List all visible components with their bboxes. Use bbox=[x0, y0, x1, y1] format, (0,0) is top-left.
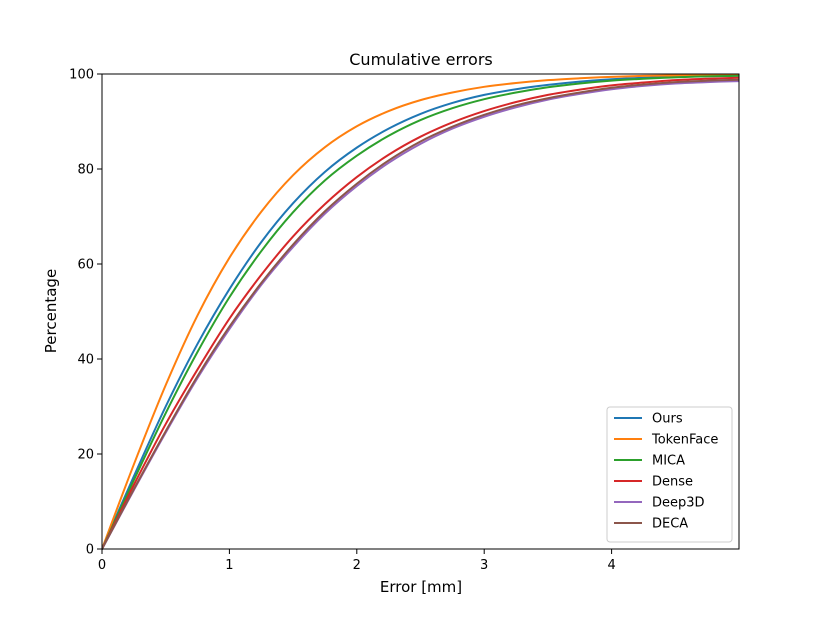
series-line-mica bbox=[102, 74, 739, 550]
x-tick-label: 1 bbox=[225, 558, 233, 573]
x-tick-label: 4 bbox=[607, 558, 615, 573]
legend-label-tokenface: TokenFace bbox=[651, 433, 718, 448]
y-axis-label: Percentage bbox=[42, 269, 60, 353]
y-tick-label: 100 bbox=[69, 68, 94, 83]
y-tick-label: 80 bbox=[77, 163, 94, 178]
legend-label-dense: Dense bbox=[652, 475, 693, 490]
legend-label-deca: DECA bbox=[652, 517, 688, 532]
legend-box bbox=[606, 406, 733, 543]
y-tick-label: 0 bbox=[86, 543, 94, 558]
y-tick-label: 40 bbox=[77, 353, 94, 368]
series-layer bbox=[102, 73, 739, 550]
x-tick-label: 0 bbox=[98, 558, 106, 573]
chart-title: Cumulative errors bbox=[349, 50, 492, 69]
y-axis-ticks: 0 20 40 60 80 100 bbox=[69, 68, 102, 558]
series-line-tokenface bbox=[102, 73, 739, 550]
legend-label-deep3d: Deep3D bbox=[652, 496, 705, 511]
series-line-deep3d bbox=[102, 80, 739, 550]
series-line-deca bbox=[102, 78, 739, 550]
plot-frame bbox=[101, 73, 740, 550]
series-line-ours bbox=[102, 74, 739, 550]
y-tick-label: 60 bbox=[77, 258, 94, 273]
series-line-dense bbox=[102, 76, 739, 550]
x-tick-label: 2 bbox=[353, 558, 361, 573]
legend-label-mica: MICA bbox=[652, 454, 685, 469]
x-axis-ticks: 0 1 2 3 4 bbox=[98, 549, 616, 573]
legend-label-ours: Ours bbox=[652, 412, 683, 427]
x-tick-label: 3 bbox=[480, 558, 488, 573]
y-tick-label: 20 bbox=[77, 448, 94, 463]
x-axis-label: Error [mm] bbox=[380, 578, 462, 596]
legend: Ours TokenFace MICA Dense Deep3D DECA bbox=[606, 406, 733, 543]
